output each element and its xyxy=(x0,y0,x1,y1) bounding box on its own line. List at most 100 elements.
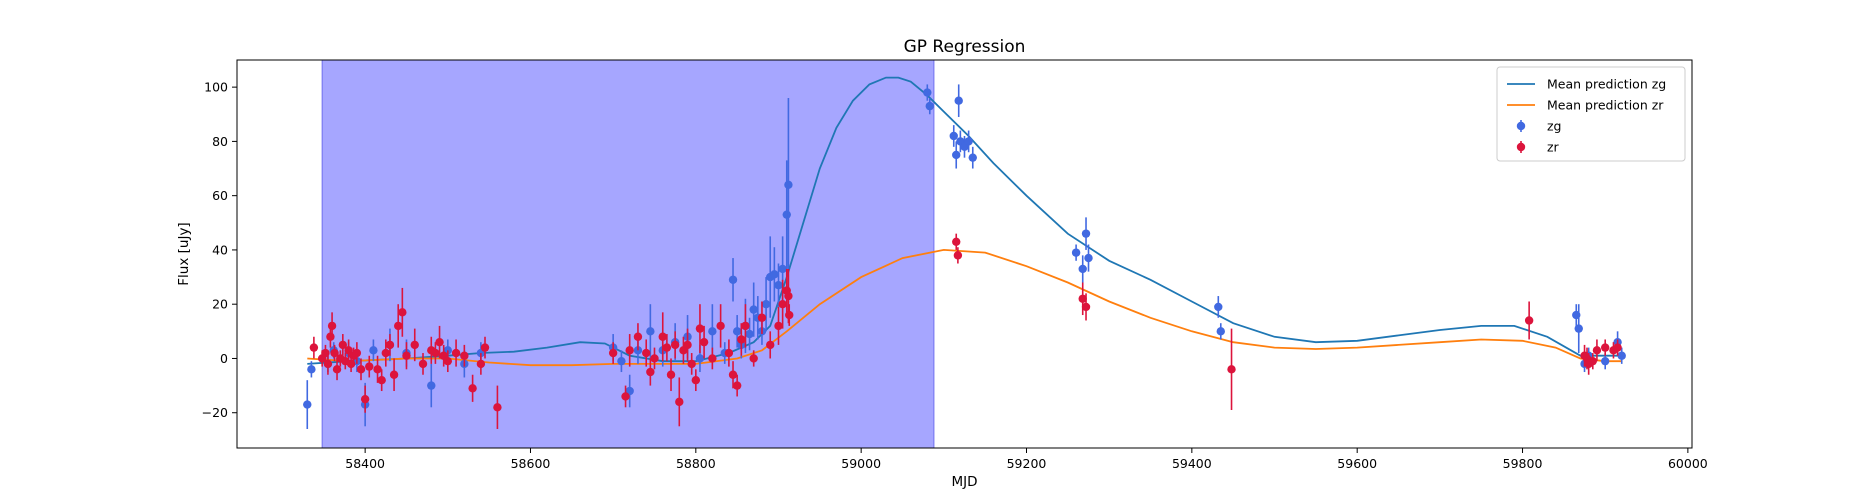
x-tick-label: 58600 xyxy=(511,456,551,471)
x-tick-label: 59200 xyxy=(1007,456,1047,471)
data-point xyxy=(369,346,378,355)
data-point xyxy=(1574,324,1583,333)
data-point xyxy=(923,88,932,97)
data-point xyxy=(344,346,353,355)
data-point xyxy=(402,351,411,360)
data-point xyxy=(745,329,754,339)
data-point xyxy=(952,237,961,246)
data-point xyxy=(774,281,783,290)
data-point xyxy=(338,340,348,350)
data-point xyxy=(460,351,469,360)
data-point xyxy=(326,332,335,341)
data-point xyxy=(625,346,634,355)
data-point xyxy=(621,392,630,401)
data-point xyxy=(675,397,684,407)
data-point xyxy=(431,348,440,358)
x-tick-label: 59000 xyxy=(841,456,881,471)
data-point xyxy=(708,327,717,336)
series-mean-prediction-zg xyxy=(307,76,1622,365)
data-point xyxy=(1600,343,1610,352)
legend-item: Mean prediction zr xyxy=(1507,98,1664,113)
data-point xyxy=(1081,229,1091,238)
data-point xyxy=(666,370,676,379)
series-line xyxy=(307,248,1622,367)
data-point xyxy=(608,348,618,358)
series-zr xyxy=(309,233,1622,430)
data-point xyxy=(728,275,738,284)
plot-area xyxy=(303,59,1626,449)
data-point xyxy=(352,348,362,358)
y-axis-label: Flux [uJy] xyxy=(176,222,192,285)
data-point xyxy=(683,340,692,350)
data-point xyxy=(646,327,655,336)
y-axis: −20 0 20 40 60 80 100 xyxy=(202,80,237,420)
data-point xyxy=(732,381,742,390)
data-point xyxy=(377,375,386,385)
shaded-region xyxy=(321,59,935,449)
legend-box xyxy=(1496,66,1686,162)
data-point xyxy=(443,356,453,366)
data-point xyxy=(708,354,717,363)
data-point xyxy=(617,356,626,366)
data-point xyxy=(1588,356,1597,366)
data-point xyxy=(427,381,436,390)
data-point xyxy=(468,384,477,393)
data-point xyxy=(1071,248,1081,257)
data-point xyxy=(691,375,701,385)
data-point xyxy=(741,321,750,331)
y-tick-label: 40 xyxy=(212,242,228,257)
data-point xyxy=(1227,365,1236,374)
y-tick-label: −20 xyxy=(202,405,228,420)
data-point xyxy=(784,291,793,301)
data-point xyxy=(670,340,680,350)
data-point xyxy=(309,343,319,352)
data-point xyxy=(953,251,963,260)
data-point xyxy=(1084,253,1093,263)
x-tick-label: 60000 xyxy=(1668,456,1708,471)
data-point xyxy=(385,340,395,350)
data-point xyxy=(394,321,403,331)
x-tick-label: 58800 xyxy=(676,456,716,471)
data-point xyxy=(695,354,705,363)
legend-item: Mean prediction zg xyxy=(1507,77,1666,92)
data-point xyxy=(650,354,659,363)
data-point xyxy=(774,321,783,331)
data-point xyxy=(968,153,977,162)
data-point xyxy=(658,332,667,341)
data-point xyxy=(381,348,391,358)
data-point xyxy=(761,299,771,309)
data-point xyxy=(766,340,775,350)
legend-label: zr xyxy=(1547,140,1560,155)
legend: Mean prediction zg Mean prediction zr zg zr xyxy=(1496,66,1686,162)
data-point xyxy=(695,324,705,333)
data-point xyxy=(356,365,366,374)
series-mean-prediction-zr xyxy=(307,248,1622,367)
y-tick-label: 100 xyxy=(204,80,228,95)
legend-marker xyxy=(1516,121,1526,131)
data-point xyxy=(303,400,312,409)
data-point xyxy=(389,370,399,379)
data-point xyxy=(749,305,758,314)
data-point xyxy=(952,150,961,160)
data-point xyxy=(964,137,973,146)
data-point xyxy=(323,359,333,369)
data-point xyxy=(778,299,787,309)
data-point xyxy=(925,101,934,111)
data-point xyxy=(785,310,794,320)
data-point xyxy=(633,332,643,341)
data-point xyxy=(699,337,709,347)
data-point xyxy=(373,365,382,374)
data-point xyxy=(480,343,490,352)
x-tick-label: 59800 xyxy=(1503,456,1543,471)
y-tick-label: 80 xyxy=(212,134,228,149)
data-point xyxy=(770,270,779,279)
data-point xyxy=(716,321,725,331)
data-point xyxy=(418,359,428,369)
x-tick-label: 59600 xyxy=(1337,456,1377,471)
x-axis-label: MJD xyxy=(951,474,977,490)
data-point xyxy=(1078,264,1087,274)
data-point xyxy=(1613,343,1622,352)
legend-label: Mean prediction zr xyxy=(1547,98,1664,113)
chart-title: GP Regression xyxy=(904,37,1026,57)
data-point xyxy=(662,343,672,352)
